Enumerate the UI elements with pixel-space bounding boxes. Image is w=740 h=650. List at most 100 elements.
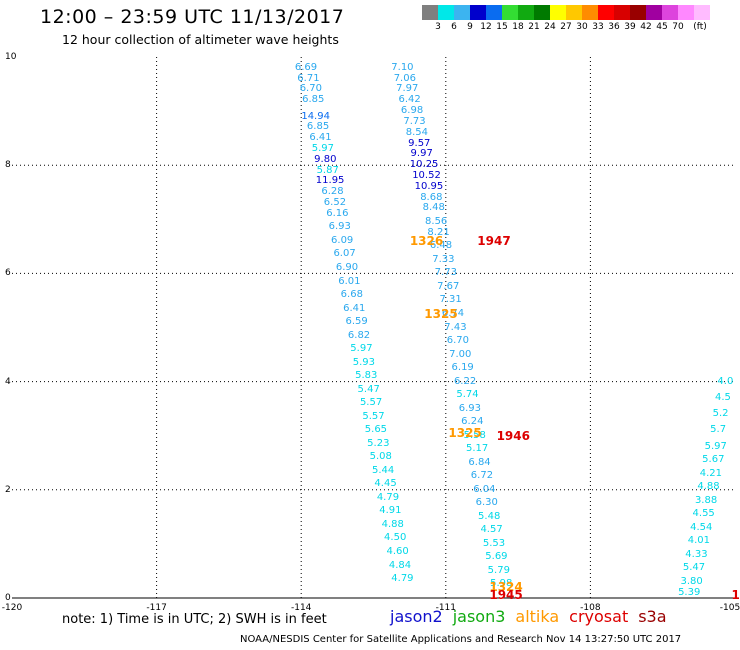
color-scale-labels: 3 6 9 12 15 18 21 24 27 30 33 36 39 42 45 70 (ft) <box>422 22 740 34</box>
color-scale-label: 45 <box>656 22 668 32</box>
wave-height-label: 9.80 <box>314 153 337 165</box>
wave-height-label: 5.48 <box>478 510 501 522</box>
wave-height-label: 6.19 <box>451 362 474 374</box>
color-swatch <box>438 5 454 20</box>
wave-height-label: 8.48 <box>422 202 445 214</box>
wave-height-label: 5.53 <box>482 537 506 549</box>
wave-height-label: 7.00 <box>449 348 472 360</box>
wave-height-label: 6.41 <box>343 302 366 314</box>
color-swatch <box>454 5 470 20</box>
color-scale-label: 18 <box>512 22 524 32</box>
y-tick-label: 0 <box>5 593 11 603</box>
pass-time-label: 17 <box>731 588 740 603</box>
color-scale-label: 39 <box>624 22 636 32</box>
wave-height-label: 5.98 <box>490 578 513 590</box>
wave-height-label: 5.93 <box>352 356 375 368</box>
color-scale-label: 30 <box>576 22 588 32</box>
color-swatch <box>486 5 502 20</box>
color-scale-label: 33 <box>592 22 604 32</box>
x-tick-label: -114 <box>290 603 312 613</box>
wave-height-label: 8.68 <box>420 191 443 203</box>
color-scale-label: 12 <box>480 22 492 32</box>
wave-height-label: 5.47 <box>682 562 706 574</box>
wave-height-label: 5.67 <box>702 454 725 466</box>
wave-height-label: 4.55 <box>692 508 715 520</box>
color-scale-label: 27 <box>560 22 572 32</box>
y-tick-label: 4 <box>5 376 11 387</box>
wave-height-label: 5.58 <box>463 429 486 441</box>
wave-height-label: 14.94 <box>301 110 330 122</box>
x-tick-label: -108 <box>580 603 601 613</box>
wave-height-label: 6.24 <box>461 416 484 428</box>
wave-height-label: 5.83 <box>355 370 378 382</box>
wave-height-label: 6.71 <box>297 72 320 84</box>
color-swatch <box>646 5 662 20</box>
wave-height-label: 9.57 <box>408 137 431 149</box>
legend-item-altika: altika <box>515 607 560 626</box>
wave-height-label: 4.5 <box>714 391 731 403</box>
wave-height-label: 4.88 <box>381 518 404 530</box>
wave-height-label: 6.01 <box>338 275 361 287</box>
wave-height-label: 6.70 <box>446 335 469 347</box>
color-scale-label: 9 <box>467 22 473 32</box>
wave-height-label: 6.69 <box>294 61 318 73</box>
wave-height-label: 5.57 <box>359 397 383 409</box>
y-tick-label: 2 <box>5 484 11 495</box>
x-tick-label: -111 <box>435 603 457 613</box>
wave-height-label: 4.88 <box>697 481 720 493</box>
wave-height-label: 5.17 <box>465 443 489 455</box>
wave-height-label: 4.45 <box>374 478 397 490</box>
color-swatch <box>598 5 614 20</box>
wave-height-label: 4.50 <box>384 532 407 544</box>
wave-height-label: 8.21 <box>427 226 450 238</box>
color-swatch <box>694 5 710 20</box>
color-swatch <box>582 5 598 20</box>
wave-height-label: 4.54 <box>690 521 713 533</box>
satellite-legend: jason2 jason3 altika cryosat s3a <box>390 607 677 626</box>
wave-height-label: 7.33 <box>432 253 455 265</box>
wave-height-label: 5.69 <box>485 551 508 563</box>
y-tick-label: 10 <box>5 52 17 62</box>
wave-height-label: 4.79 <box>391 573 414 585</box>
color-swatch <box>678 5 694 20</box>
wave-height-label: 5.97 <box>350 343 373 355</box>
color-scale-label: 3 <box>435 22 441 32</box>
legend-item-s3a: s3a <box>638 607 667 626</box>
x-tick-label: -120 <box>1 603 23 613</box>
wave-height-label: 5.2 <box>712 408 729 420</box>
wave-height-label: 8.56 <box>425 216 448 227</box>
wave-height-label: 6.84 <box>468 456 491 468</box>
legend-item-cryosat: cryosat <box>569 607 629 626</box>
wave-height-label: 5.23 <box>367 437 390 449</box>
legend-item-jason3: jason3 <box>452 607 506 626</box>
wave-height-label: 3.80 <box>680 575 703 587</box>
color-scale-label: 21 <box>528 22 540 32</box>
color-scale-label: 42 <box>640 22 652 32</box>
wave-height-label: 6.70 <box>299 83 322 95</box>
wave-height-label: 7.73 <box>434 267 457 279</box>
y-tick-label: 8 <box>5 160 11 171</box>
color-swatch <box>422 5 438 20</box>
wave-height-label: 7.31 <box>439 294 462 306</box>
wave-height-label: 5.97 <box>704 440 727 452</box>
wave-height-label: 10.25 <box>409 159 439 171</box>
footer-credit: NOAA/NESDIS Center for Satellite Applica… <box>240 634 682 645</box>
wave-height-label: 4.91 <box>379 505 402 517</box>
pass-time-label: 1947 <box>477 233 511 248</box>
wave-height-label: 9.97 <box>410 148 433 160</box>
wave-height-label: 6.22 <box>453 375 477 387</box>
wave-height-label: 6.85 <box>306 121 330 133</box>
note-text: note: 1) Time is in UTC; 2) SWH is in fe… <box>62 612 327 627</box>
color-swatch <box>550 5 566 20</box>
color-swatch <box>630 5 646 20</box>
wave-height-label: 5.39 <box>678 586 701 598</box>
page-title: 12:00 – 23:59 UTC 11/13/2017 <box>40 6 345 28</box>
pass-time-label: 1325 <box>424 306 458 321</box>
wave-height-label: 4.01 <box>687 535 710 547</box>
wave-height-label: 6.59 <box>345 316 368 328</box>
wave-height-label: 5.08 <box>369 451 392 463</box>
wave-height-label: 7.67 <box>437 280 460 292</box>
wave-height-label: 5.97 <box>311 142 335 154</box>
wave-height-label: 6.48 <box>429 240 453 252</box>
wave-height-label: 6.07 <box>333 248 356 260</box>
